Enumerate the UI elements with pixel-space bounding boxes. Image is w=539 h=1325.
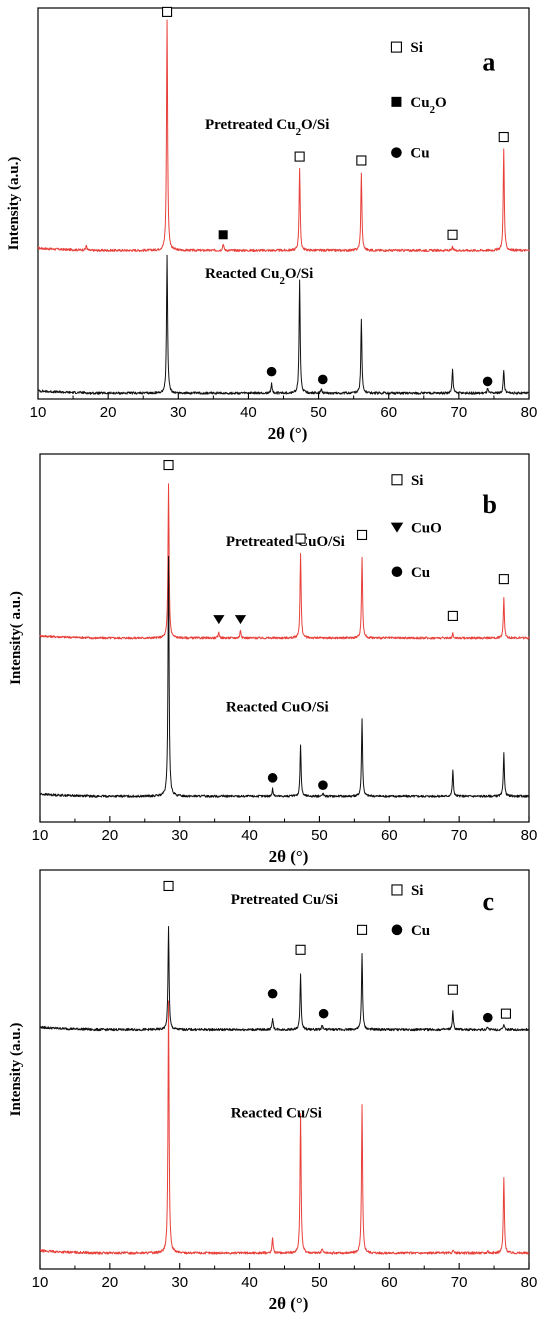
x-tick-label: 50 <box>310 404 327 421</box>
peak-marker-open-square <box>498 574 509 585</box>
legend: Si CuO Cu <box>390 473 442 581</box>
peak-marker-open-square <box>356 924 368 935</box>
x-tick-label: 70 <box>451 1274 468 1291</box>
x-axis: 10 20 30 40 50 60 70 80 <box>32 816 538 844</box>
x-tick-label: 20 <box>100 404 117 421</box>
x-tick-label: 40 <box>241 1274 258 1291</box>
peak-marker-filled-square <box>218 230 228 240</box>
series-label: Reacted CuO/Si <box>226 700 329 716</box>
peak-marker-open-square <box>163 880 174 892</box>
chart-panel-b: Pretreated CuO/Si Reacted CuO/Si 10 20 30 40 5… <box>8 453 538 866</box>
legend-marker-filled-circle <box>391 147 402 158</box>
peak-marker-filled-circle <box>482 1012 493 1023</box>
panel-label: c <box>483 887 495 916</box>
x-axis: 10 20 30 40 50 60 70 80 <box>32 1263 538 1291</box>
legend-entry-label: Si <box>410 40 423 56</box>
peak-marker-open-square <box>295 944 306 955</box>
peak-marker-open-square <box>356 155 367 166</box>
peak-marker-open-square <box>447 610 458 621</box>
legend-marker-open-square <box>391 474 403 486</box>
series-line-lower <box>37 254 530 395</box>
peak-marker-open-square <box>295 533 306 544</box>
series-label: Pretreated Cu2O/Si <box>205 117 329 138</box>
peak-marker-filled-triangle-down <box>234 615 247 625</box>
peak-marker-open-square <box>498 131 509 143</box>
series-line-upper <box>39 925 530 1032</box>
x-tick-label: 80 <box>521 404 538 421</box>
x-tick-label: 10 <box>30 404 47 421</box>
x-tick-label: 80 <box>521 827 538 844</box>
x-tick-label: 40 <box>241 827 258 844</box>
peak-marker-filled-circle <box>482 376 493 387</box>
x-tick-label: 60 <box>381 827 398 844</box>
x-tick-label: 20 <box>102 1274 119 1291</box>
panel-label: a <box>482 48 495 77</box>
x-axis-label: 2θ (°) <box>269 847 309 866</box>
series-label: Reacted Cu2O/Si <box>205 266 313 287</box>
y-axis-label: Intensity (a.u.) <box>6 157 22 251</box>
legend-entry-label: Cu <box>411 923 430 939</box>
x-tick-label: 10 <box>32 1274 49 1291</box>
legend-marker-open-square <box>391 884 403 896</box>
x-axis: 10 20 30 40 50 60 70 80 <box>30 393 538 421</box>
x-tick-label: 30 <box>170 404 187 421</box>
x-tick-label: 50 <box>311 1274 328 1291</box>
y-axis-label: Intensity (a.u.) <box>8 1023 24 1117</box>
peak-marker-open-square <box>163 459 174 471</box>
series-line-lower <box>39 1000 530 1255</box>
series-line-upper <box>39 483 530 640</box>
x-tick-label: 40 <box>240 404 257 421</box>
x-tick-label: 30 <box>171 827 188 844</box>
peak-marker-filled-circle <box>318 780 328 790</box>
legend-marker-filled-triangle-down <box>390 522 404 533</box>
legend-entry-label: Cu <box>410 146 429 162</box>
peak-marker-open-square <box>162 6 173 17</box>
y-axis-label: Intensity( a.u.) <box>8 591 24 685</box>
x-tick-label: 50 <box>311 827 328 844</box>
peak-marker-filled-circle <box>317 374 328 385</box>
peak-marker-filled-circle <box>266 366 277 377</box>
peak-marker-open-square <box>447 229 458 240</box>
legend: Si Cu <box>391 883 430 939</box>
x-tick-label: 20 <box>102 827 119 844</box>
x-tick-label: 30 <box>171 1274 188 1291</box>
legend-entry-label: Si <box>411 883 424 899</box>
chart-panel-c: Pretreated Cu/Si Reacted Cu/Si 10 20 30 40 50 6… <box>8 869 538 1313</box>
x-tick-label: 70 <box>451 404 468 421</box>
legend-entry-label: Cu <box>411 565 430 581</box>
peak-marker-open-square <box>356 529 368 541</box>
peak-marker-filled-circle <box>318 1008 329 1019</box>
peak-marker-filled-circle <box>267 988 278 999</box>
legend: Si Cu2O Cu <box>390 40 447 162</box>
legend-marker-open-square <box>390 41 402 53</box>
x-tick-label: 60 <box>380 404 397 421</box>
x-tick-label: 10 <box>32 827 49 844</box>
x-axis-label: 2θ (°) <box>269 1294 309 1313</box>
peak-marker-open-square <box>500 1008 511 1019</box>
plot-frame <box>37 7 530 400</box>
peak-marker-filled-triangle-down <box>213 615 225 625</box>
series-label: Reacted Cu/Si <box>231 1105 322 1121</box>
peak-marker-filled-circle <box>267 773 278 783</box>
x-tick-label: 80 <box>521 1274 538 1291</box>
legend-marker-filled-square <box>391 96 402 107</box>
series-label: Pretreated CuO/Si <box>226 534 345 550</box>
series-label: Pretreated Cu/Si <box>231 892 338 908</box>
legend-marker-filled-circle <box>391 924 403 936</box>
x-tick-label: 60 <box>381 1274 398 1291</box>
chart-panel-a: Pretreated Cu2O/Si Reacted Cu2O/Si 10 20 30 4… <box>6 6 538 443</box>
panel-label: b <box>483 490 497 519</box>
x-axis-label: 2θ (°) <box>268 424 308 443</box>
peak-marker-open-square <box>447 984 458 995</box>
series-line-lower <box>39 555 530 798</box>
legend-entry-label: Cu2O <box>410 95 446 116</box>
series-line-upper <box>37 19 530 253</box>
x-tick-label: 70 <box>451 827 468 844</box>
plot-frame <box>39 869 530 1270</box>
legend-entry-label: CuO <box>411 521 442 537</box>
legend-entry-label: Si <box>411 473 424 489</box>
legend-marker-filled-circle <box>391 566 403 578</box>
peak-marker-open-square <box>294 151 305 162</box>
